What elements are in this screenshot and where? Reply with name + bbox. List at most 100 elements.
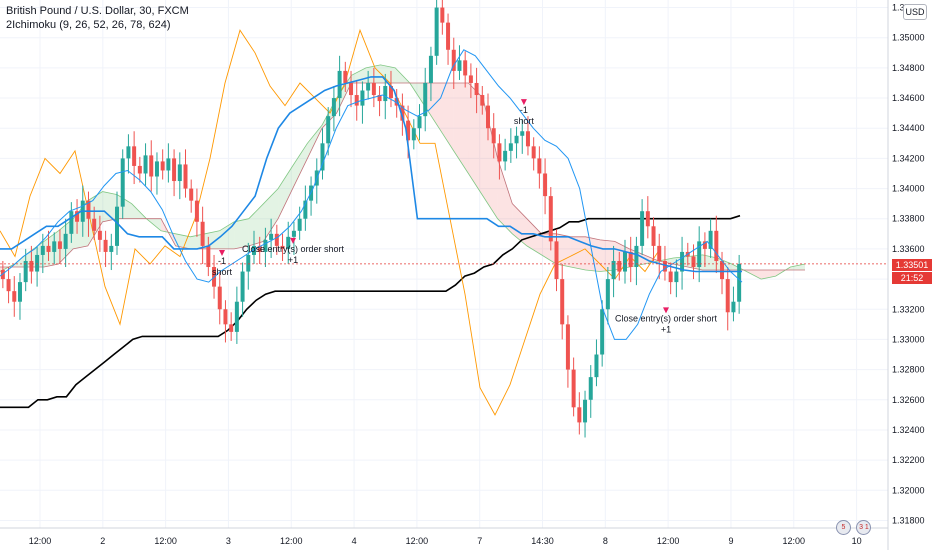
currency-button[interactable]: USD bbox=[903, 4, 927, 20]
candle-body bbox=[126, 146, 131, 159]
candle-body bbox=[737, 264, 742, 302]
order-label: -1 bbox=[520, 105, 528, 115]
x-tick-label: 12:00 bbox=[280, 536, 303, 546]
candle-body bbox=[206, 245, 211, 268]
candle-body bbox=[554, 241, 559, 280]
cloud-segment bbox=[292, 143, 308, 189]
candle-body bbox=[508, 143, 513, 151]
x-tick-label: 14:30 bbox=[531, 536, 554, 546]
candle-body bbox=[560, 279, 565, 325]
cloud-segment bbox=[234, 218, 249, 249]
candle-body bbox=[548, 196, 553, 242]
candle-body bbox=[257, 245, 262, 252]
y-tick-label: 1.33800 bbox=[892, 214, 925, 224]
candle-body bbox=[617, 260, 622, 272]
cloud-segment bbox=[248, 203, 264, 246]
y-tick-label: 1.31800 bbox=[892, 515, 925, 525]
cloud-segment bbox=[644, 254, 659, 264]
cloud-segment bbox=[439, 82, 454, 151]
cloud-segment bbox=[263, 188, 279, 242]
candle-body bbox=[497, 143, 502, 162]
x-tick-label: 7 bbox=[477, 536, 482, 546]
candle-body bbox=[97, 230, 102, 240]
cloud-segment bbox=[336, 75, 352, 114]
economic-events[interactable]: 5 3 1 bbox=[836, 516, 878, 535]
candle-body bbox=[75, 211, 80, 222]
order-marker bbox=[520, 99, 527, 106]
cloud-segment bbox=[790, 264, 805, 271]
order-label: short bbox=[514, 116, 535, 126]
candle-body bbox=[286, 236, 291, 249]
y-tick-label: 1.34200 bbox=[892, 153, 925, 163]
candle-body bbox=[46, 245, 51, 252]
candle-body bbox=[120, 158, 125, 207]
candle-body bbox=[251, 245, 256, 255]
candle-body bbox=[474, 82, 479, 96]
cloud-segment bbox=[424, 82, 440, 129]
order-label: +1 bbox=[661, 324, 671, 334]
candle-body bbox=[514, 135, 519, 144]
candle-body bbox=[371, 82, 376, 96]
candle-body bbox=[491, 128, 496, 144]
order-marker bbox=[663, 307, 669, 314]
candle-body bbox=[394, 98, 399, 106]
y-tick-label: 1.34000 bbox=[892, 184, 925, 194]
candle-body bbox=[320, 143, 325, 171]
order-label: +1 bbox=[288, 255, 298, 265]
candle-body bbox=[543, 173, 548, 197]
candle-body bbox=[343, 70, 348, 83]
chart-legend: British Pound / U.S. Dollar, 30, FXCM 2I… bbox=[6, 4, 189, 32]
candle-body bbox=[651, 226, 656, 246]
cloud-segment bbox=[497, 158, 513, 234]
order-marker bbox=[290, 237, 297, 244]
candle-body bbox=[35, 254, 40, 272]
y-tick-label: 1.35000 bbox=[892, 33, 925, 43]
candle-body bbox=[366, 82, 371, 91]
candle-body bbox=[194, 200, 199, 222]
y-tick-label: 1.33600 bbox=[892, 244, 925, 254]
candle-body bbox=[628, 251, 633, 268]
tenkan-line bbox=[0, 49, 743, 340]
candle-body bbox=[86, 200, 91, 219]
candle-body bbox=[234, 301, 239, 332]
calendar-flag-icon[interactable]: 5 bbox=[836, 520, 851, 535]
candle-body bbox=[674, 271, 679, 283]
candle-body bbox=[217, 286, 222, 310]
candle-body bbox=[240, 271, 245, 302]
candle-body bbox=[291, 230, 296, 237]
candle-body bbox=[657, 245, 662, 261]
x-tick-label: 2 bbox=[100, 536, 105, 546]
candle-body bbox=[246, 254, 251, 272]
x-tick-label: 12:00 bbox=[406, 536, 429, 546]
candle-body bbox=[172, 158, 177, 182]
candle-body bbox=[565, 324, 570, 370]
candle-body bbox=[622, 251, 627, 272]
y-tick-label: 1.32000 bbox=[892, 485, 925, 495]
x-tick-label: 8 bbox=[603, 536, 608, 546]
candle-body bbox=[600, 309, 605, 355]
candle-body bbox=[383, 85, 388, 102]
candle-body bbox=[417, 116, 422, 129]
candle-body bbox=[12, 291, 17, 302]
candle-body bbox=[377, 95, 382, 102]
candle-body bbox=[611, 260, 616, 280]
candle-body bbox=[400, 105, 405, 121]
candle-body bbox=[446, 22, 451, 50]
calendar-flag-icon[interactable]: 3 1 bbox=[856, 520, 872, 535]
long-base-line bbox=[0, 214, 741, 409]
candle-body bbox=[588, 377, 593, 400]
cloud-segment bbox=[526, 218, 542, 255]
candle-body bbox=[166, 158, 171, 171]
x-tick-label: 12:00 bbox=[783, 536, 806, 546]
candle-body bbox=[594, 354, 599, 378]
y-tick-label: 1.32400 bbox=[892, 425, 925, 435]
candle-body bbox=[223, 309, 228, 325]
symbol-title: British Pound / U.S. Dollar, 30, FXCM bbox=[6, 5, 189, 17]
candle-body bbox=[280, 245, 285, 249]
cloud-segment bbox=[29, 241, 44, 268]
cloud-segment bbox=[102, 191, 118, 222]
candle-body bbox=[411, 128, 416, 141]
cloud-segment bbox=[556, 233, 571, 268]
y-tick-label: 1.34600 bbox=[892, 93, 925, 103]
